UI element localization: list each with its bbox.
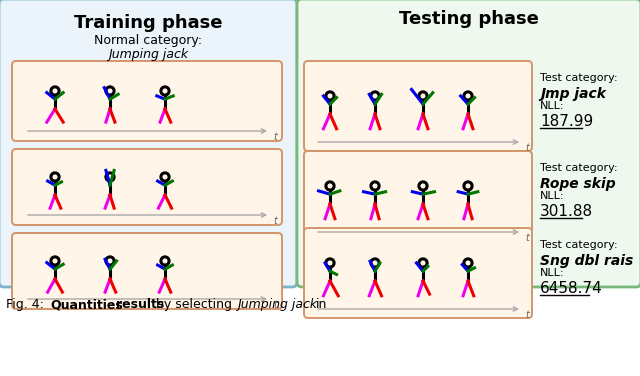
Text: Test category:: Test category: <box>540 163 618 173</box>
Text: NLL:: NLL: <box>540 101 564 111</box>
Text: 301.88: 301.88 <box>540 204 593 219</box>
Text: t: t <box>525 143 529 153</box>
Text: Fig. 4:: Fig. 4: <box>6 298 44 311</box>
Text: results: results <box>116 298 164 311</box>
Text: Sng dbl rais: Sng dbl rais <box>540 254 633 268</box>
Text: Jmp jack: Jmp jack <box>540 87 606 101</box>
FancyBboxPatch shape <box>304 151 532 241</box>
Text: t: t <box>525 310 529 320</box>
Text: Test category:: Test category: <box>540 240 618 250</box>
FancyBboxPatch shape <box>12 61 282 141</box>
Text: Rope skip: Rope skip <box>540 177 616 191</box>
FancyBboxPatch shape <box>12 149 282 225</box>
Text: Test category:: Test category: <box>540 73 618 83</box>
Text: Jumping jack: Jumping jack <box>237 298 317 311</box>
Text: Training phase: Training phase <box>74 14 222 32</box>
Text: Jumping jack: Jumping jack <box>108 48 188 61</box>
Text: t: t <box>273 216 277 226</box>
Text: 6458.74: 6458.74 <box>540 281 603 296</box>
Text: Quantities: Quantities <box>50 298 123 311</box>
Text: 187.99: 187.99 <box>540 114 593 129</box>
Text: Testing phase: Testing phase <box>399 10 539 28</box>
Text: t: t <box>273 300 277 310</box>
Text: t: t <box>273 132 277 142</box>
Text: by selecting: by selecting <box>156 298 232 311</box>
Text: NLL:: NLL: <box>540 268 564 278</box>
Text: t: t <box>525 233 529 243</box>
FancyBboxPatch shape <box>304 61 532 151</box>
FancyBboxPatch shape <box>304 228 532 318</box>
Text: NLL:: NLL: <box>540 191 564 201</box>
Text: Normal category:: Normal category: <box>94 34 202 47</box>
FancyBboxPatch shape <box>0 0 297 287</box>
FancyBboxPatch shape <box>297 0 640 287</box>
FancyBboxPatch shape <box>12 233 282 309</box>
Text: in: in <box>316 298 328 311</box>
